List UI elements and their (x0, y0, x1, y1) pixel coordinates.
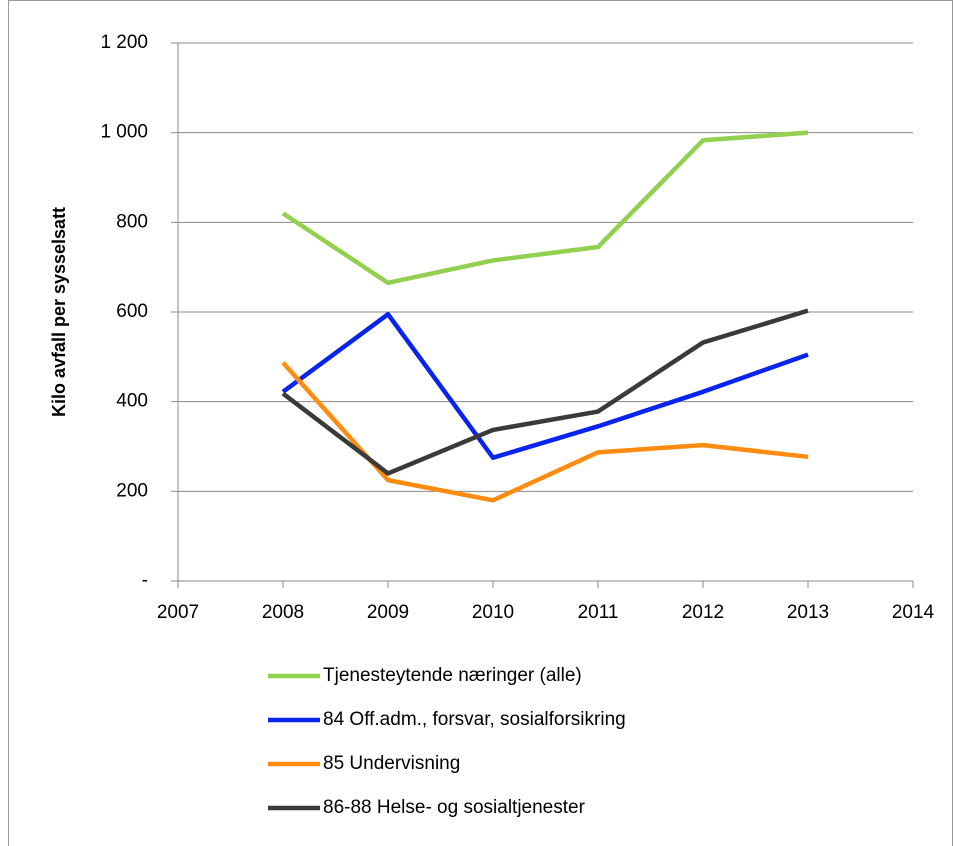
y-tick-label: 1 200 (100, 32, 148, 53)
legend-label: 86-88 Helse- og sosialtjenester (323, 797, 586, 818)
chart-frame (8, 0, 953, 846)
x-tick-label: 2013 (787, 602, 829, 623)
x-tick-label: 2012 (682, 602, 724, 623)
y-tick-label: 600 (116, 301, 148, 322)
y-axis-label: Kilo avfall per sysselsatt (49, 207, 69, 417)
x-tick-label: 2010 (472, 602, 514, 623)
series-line (281, 308, 809, 476)
legend-label: 84 Off.adm., forsvar, sosialforsikring (323, 709, 626, 730)
legend-label: Tjenesteytende næringer (alle) (323, 665, 582, 686)
legend-label: 85 Undervisning (323, 753, 460, 774)
y-tick-label: 400 (116, 391, 148, 412)
series-line (281, 130, 809, 286)
x-tick-label: 2007 (157, 602, 199, 623)
y-tick-label: 200 (116, 480, 148, 501)
x-tick-label: 2008 (262, 602, 304, 623)
x-tick-label: 2009 (367, 602, 409, 623)
y-tick-label: 1 000 (100, 122, 148, 143)
series-line (281, 311, 809, 460)
y-tick-label: - (142, 570, 148, 591)
x-tick-label: 2011 (578, 602, 619, 623)
x-tick-label: 2014 (892, 602, 935, 623)
y-tick-label: 800 (116, 211, 148, 232)
